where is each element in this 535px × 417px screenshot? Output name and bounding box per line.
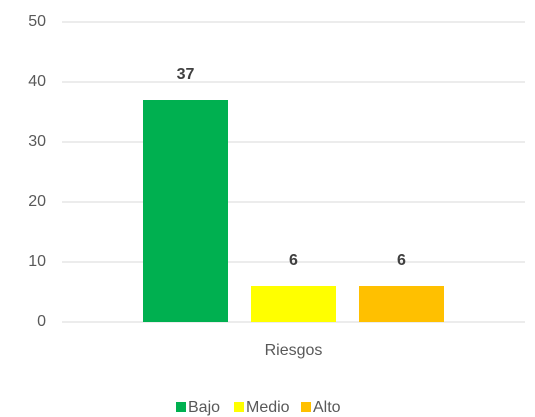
legend-label: Bajo (188, 399, 220, 416)
y-tick-label: 10 (28, 253, 46, 270)
legend-label: Medio (246, 399, 290, 416)
bar (143, 100, 228, 322)
legend-label: Alto (313, 399, 341, 416)
y-tick-label: 30 (28, 133, 46, 150)
value-label: 6 (397, 252, 406, 269)
legend-swatch (234, 402, 244, 412)
value-label: 6 (289, 252, 298, 269)
y-tick-label: 0 (37, 313, 46, 330)
legend-swatch (301, 402, 311, 412)
bar (359, 286, 444, 322)
value-label: 37 (177, 66, 195, 83)
legend-swatch (176, 402, 186, 412)
y-tick-label: 40 (28, 73, 46, 90)
y-tick-label: 50 (28, 13, 46, 30)
y-tick-label: 20 (28, 193, 46, 210)
x-tick-label: Riesgos (265, 342, 323, 359)
bar (251, 286, 336, 322)
